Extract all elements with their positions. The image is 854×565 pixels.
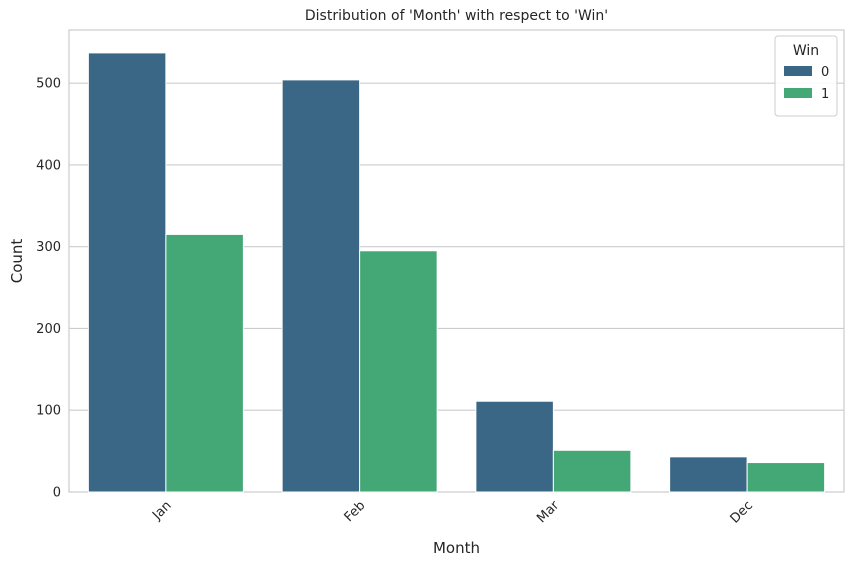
bar-dec-series-1 (746, 462, 826, 493)
legend-title: Win (793, 43, 819, 59)
bar-feb-series-0 (281, 79, 361, 493)
bars (87, 52, 826, 493)
x-tick-label: Mar (534, 498, 562, 526)
legend-entries: 01 (784, 65, 829, 102)
bar-jan-series-1 (165, 233, 244, 493)
legend-label: 0 (821, 65, 829, 80)
y-tick-label: 100 (36, 404, 61, 419)
x-tick-label: Jan (149, 498, 174, 523)
bar-jan-series-0 (87, 52, 167, 493)
legend-label: 1 (821, 87, 829, 102)
y-tick-label: 300 (36, 240, 61, 255)
y-tick-label: 500 (36, 77, 61, 92)
x-axis-label: Month (433, 539, 480, 557)
y-axis-ticks: 0 100 200 300 400 500 (36, 77, 61, 501)
legend-swatch (784, 88, 812, 98)
legend: Win 01 (774, 35, 838, 117)
y-tick-label: 200 (36, 322, 61, 337)
bar-mar-series-1 (552, 449, 632, 493)
y-tick-label: 400 (36, 158, 61, 173)
legend-swatch (784, 66, 812, 76)
y-axis-label: Count (8, 239, 26, 284)
x-tick-label: Feb (342, 498, 369, 525)
bar-feb-series-1 (359, 250, 438, 493)
y-tick-label: 0 (53, 486, 61, 501)
chart-title: Distribution of 'Month' with respect to … (305, 8, 608, 24)
x-axis-ticks: Jan Feb Mar Dec (149, 498, 756, 527)
bar-mar-series-0 (475, 400, 554, 493)
bar-dec-series-0 (669, 456, 748, 493)
x-tick-label: Dec (728, 498, 756, 526)
